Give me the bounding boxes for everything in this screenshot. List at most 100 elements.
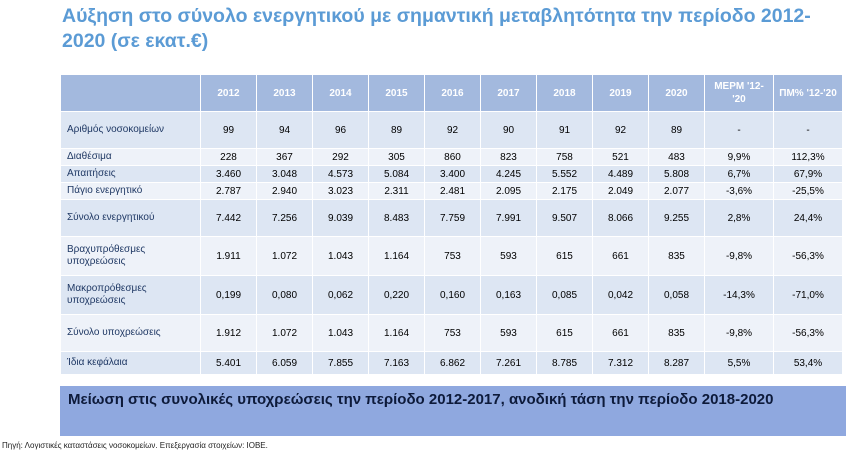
- row-label: Σύνολο ενεργητικού: [60, 199, 201, 237]
- table-cell: 5.084: [368, 165, 425, 183]
- table-cell: 7.855: [312, 351, 369, 375]
- table-row: Σύνολο υποχρεώσεις 1.912 1.072 1.043 1.164 75…: [60, 314, 843, 352]
- row-label-text: Βραχυπρόθεσμες υποχρεώσεις: [67, 244, 146, 267]
- table-cell: 99: [200, 111, 257, 149]
- table-cell: 6.059: [256, 351, 313, 375]
- table-cell: 7.442: [200, 199, 257, 237]
- table-cell: 1.072: [256, 314, 313, 352]
- table-cell: 4.245: [480, 165, 537, 183]
- header-cell: 2016: [424, 74, 481, 112]
- table-cell: 8.066: [592, 199, 649, 237]
- table-cell: 835: [648, 314, 705, 352]
- table-cell: -56,3%: [773, 236, 843, 276]
- table-cell: -: [704, 111, 774, 149]
- table-cell: 89: [648, 111, 705, 149]
- header-cell: ΜΕΡΜ '12-'20: [704, 74, 774, 112]
- table-cell: 1.072: [256, 236, 313, 276]
- table-cell: 9.039: [312, 199, 369, 237]
- table-cell: 0,220: [368, 275, 425, 315]
- table-cell: 758: [536, 148, 593, 166]
- table-cell: 2.481: [424, 182, 481, 200]
- table-cell: 3.400: [424, 165, 481, 183]
- table-cell: 6,7%: [704, 165, 774, 183]
- table-cell: 1.164: [368, 314, 425, 352]
- table-cell: 8.287: [648, 351, 705, 375]
- row-label: Διαθέσιμα: [60, 148, 201, 166]
- row-label: Αριθμός νοσοκομείων: [60, 111, 201, 149]
- table-cell: 7.991: [480, 199, 537, 237]
- table-cell: 5.808: [648, 165, 705, 183]
- table-cell: 661: [592, 314, 649, 352]
- table-cell: 3.048: [256, 165, 313, 183]
- header-cell: ΠΜ% '12-'20: [773, 74, 843, 112]
- table-cell: 5.401: [200, 351, 257, 375]
- table-cell: 7.312: [592, 351, 649, 375]
- table-cell: 0,163: [480, 275, 537, 315]
- table-cell: -9,8%: [704, 236, 774, 276]
- table-cell: 753: [424, 314, 481, 352]
- table-cell: 9,9%: [704, 148, 774, 166]
- table-cell: 112,3%: [773, 148, 843, 166]
- table-cell: 91: [536, 111, 593, 149]
- table-cell: 367: [256, 148, 313, 166]
- row-label-text: Σύνολο ενεργητικού: [67, 212, 155, 223]
- header-cell: 2014: [312, 74, 369, 112]
- table-row: Βραχυπρόθεσμες υποχρεώσεις 1.911 1.072 1.04…: [60, 236, 843, 276]
- table-cell: 92: [424, 111, 481, 149]
- table-cell: 4.573: [312, 165, 369, 183]
- table-cell: 7.261: [480, 351, 537, 375]
- table-cell: -9,8%: [704, 314, 774, 352]
- row-label-text: Διαθέσιμα: [67, 151, 112, 162]
- source-note: Πηγή: Λογιστικές καταστάσεις νοσοκομείων…: [2, 441, 268, 450]
- header-cell: 2020: [648, 74, 705, 112]
- table-cell: 7.759: [424, 199, 481, 237]
- table-cell: 1.043: [312, 236, 369, 276]
- table-header-row: 2012 2013 2014 2015 2016 2017 2018 2019 …: [60, 74, 843, 112]
- table-cell: 2,8%: [704, 199, 774, 237]
- table-cell: 292: [312, 148, 369, 166]
- table-cell: 0,085: [536, 275, 593, 315]
- table-cell: 89: [368, 111, 425, 149]
- table-cell: 2.175: [536, 182, 593, 200]
- table-row: Ίδια κεφάλαια 5.401 6.059 7.855 7.163 6.862 7.…: [60, 351, 843, 375]
- table-cell: 615: [536, 236, 593, 276]
- row-label-text: Πάγιο ενεργητικό: [67, 185, 143, 196]
- table-cell: 615: [536, 314, 593, 352]
- table-cell: -14,3%: [704, 275, 774, 315]
- table-cell: 2.049: [592, 182, 649, 200]
- table-cell: 2.095: [480, 182, 537, 200]
- summary-banner: Μείωση στις συνολικές υποχρεώσεις την πε…: [60, 386, 846, 436]
- table-cell: 2.077: [648, 182, 705, 200]
- table-row: Σύνολο ενεργητικού 7.442 7.256 9.039 8.483 7.…: [60, 199, 843, 237]
- table-cell: 753: [424, 236, 481, 276]
- table-cell: -: [773, 111, 843, 149]
- table-cell: 67,9%: [773, 165, 843, 183]
- table-cell: 53,4%: [773, 351, 843, 375]
- table-row: Απαιτήσεις 3.460 3.048 4.573 5.084 3.400 4.245…: [60, 165, 843, 183]
- table-cell: 96: [312, 111, 369, 149]
- header-cell: 2018: [536, 74, 593, 112]
- table-cell: 860: [424, 148, 481, 166]
- table-cell: 593: [480, 314, 537, 352]
- table-cell: 1.912: [200, 314, 257, 352]
- header-cell: 2019: [592, 74, 649, 112]
- table-cell: -25,5%: [773, 182, 843, 200]
- table-cell: 5.552: [536, 165, 593, 183]
- table-cell: 9.507: [536, 199, 593, 237]
- table-cell: 228: [200, 148, 257, 166]
- table-cell: 0,058: [648, 275, 705, 315]
- table-cell: -3,6%: [704, 182, 774, 200]
- table-row: Μακροπρόθεσμες υποχρεώσεις 0,199 0,080 0,06…: [60, 275, 843, 315]
- table-cell: 5,5%: [704, 351, 774, 375]
- row-label-text: Σύνολο υποχρεώσεις: [67, 327, 161, 338]
- table-cell: -56,3%: [773, 314, 843, 352]
- header-label-cell: [60, 74, 201, 112]
- row-label: Βραχυπρόθεσμες υποχρεώσεις: [60, 236, 201, 276]
- table-cell: 823: [480, 148, 537, 166]
- table-cell: 521: [592, 148, 649, 166]
- table-cell: 661: [592, 236, 649, 276]
- table-cell: 305: [368, 148, 425, 166]
- table-cell: 1.043: [312, 314, 369, 352]
- table-cell: 24,4%: [773, 199, 843, 237]
- table-cell: 1.911: [200, 236, 257, 276]
